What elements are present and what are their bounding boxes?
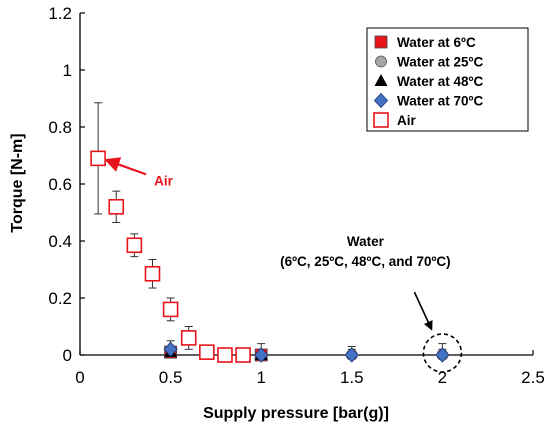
water-highlight-circle xyxy=(422,333,463,373)
y-tick-label: 0.8 xyxy=(48,118,72,137)
marker-circle xyxy=(375,55,387,68)
marker-open-square xyxy=(162,301,179,318)
marker-diamond xyxy=(373,92,389,109)
legend-label: Water at 48ºC xyxy=(397,74,483,89)
legend-item: Water at 48ºC xyxy=(374,74,483,89)
data-markers xyxy=(90,150,450,363)
y-tick-label: 0 xyxy=(63,346,72,365)
marker-open-square xyxy=(126,237,143,254)
x-tick-label: 2 xyxy=(438,368,447,387)
y-tick-label: 0.4 xyxy=(48,232,72,251)
water-label-line1: Water xyxy=(347,234,385,249)
marker-diamond xyxy=(163,341,178,357)
marker-open-square xyxy=(217,347,233,363)
legend-box xyxy=(366,27,529,132)
x-tick-label: 0 xyxy=(75,368,84,387)
legend-label: Water at 70ºC xyxy=(397,94,483,109)
x-tick-label: 2.5 xyxy=(521,368,545,387)
x-axis-title: Supply pressure [bar(g)] xyxy=(203,405,389,422)
marker-open-square xyxy=(108,199,125,215)
y-ticks: 0 0.2 0.4 0.6 0.8 1 1.2 xyxy=(48,4,85,365)
marker-diamond xyxy=(344,347,359,363)
air-arrow xyxy=(104,157,147,176)
x-tick-label: 1 xyxy=(256,368,265,387)
y-tick-label: 0.2 xyxy=(48,289,72,308)
y-tick-label: 1.2 xyxy=(48,4,72,23)
legend-item: Water at 25ºC xyxy=(375,55,483,70)
legend: Water at 6ºC Water at 25ºC Water at 48ºC Wa… xyxy=(366,27,529,132)
x-tick-label: 1.5 xyxy=(340,368,364,387)
marker-open-square xyxy=(373,112,389,128)
legend-item: Air xyxy=(373,112,417,128)
marker-triangle xyxy=(374,74,388,86)
y-tick-label: 1 xyxy=(63,61,72,80)
marker-open-square xyxy=(199,344,215,360)
water-arrow xyxy=(413,291,433,331)
marker-open-square xyxy=(144,265,161,282)
marker-diamond xyxy=(254,347,269,363)
marker-diamond xyxy=(435,347,450,363)
y-tick-label: 0.6 xyxy=(48,175,72,194)
marker-square xyxy=(374,35,388,49)
water-label-line2: (6ºC, 25ºC, 48ºC, and 70ºC) xyxy=(280,254,451,269)
marker-open-square xyxy=(90,150,106,167)
error-bars xyxy=(94,102,447,356)
legend-label: Air xyxy=(397,113,417,128)
y-axis-title: Torque [N-m] xyxy=(9,133,26,232)
legend-label: Water at 6ºC xyxy=(397,35,476,50)
marker-open-square xyxy=(235,347,251,363)
legend-label: Water at 25ºC xyxy=(397,55,483,70)
legend-item: Water at 70ºC xyxy=(373,92,483,109)
legend-item: Water at 6ºC xyxy=(374,35,476,50)
annotations: Air Water (6ºC, 25ºC, 48ºC, and 70ºC) xyxy=(104,157,463,373)
air-label: Air xyxy=(154,173,174,188)
x-tick-label: 0.5 xyxy=(159,368,183,387)
marker-open-square xyxy=(180,330,197,346)
